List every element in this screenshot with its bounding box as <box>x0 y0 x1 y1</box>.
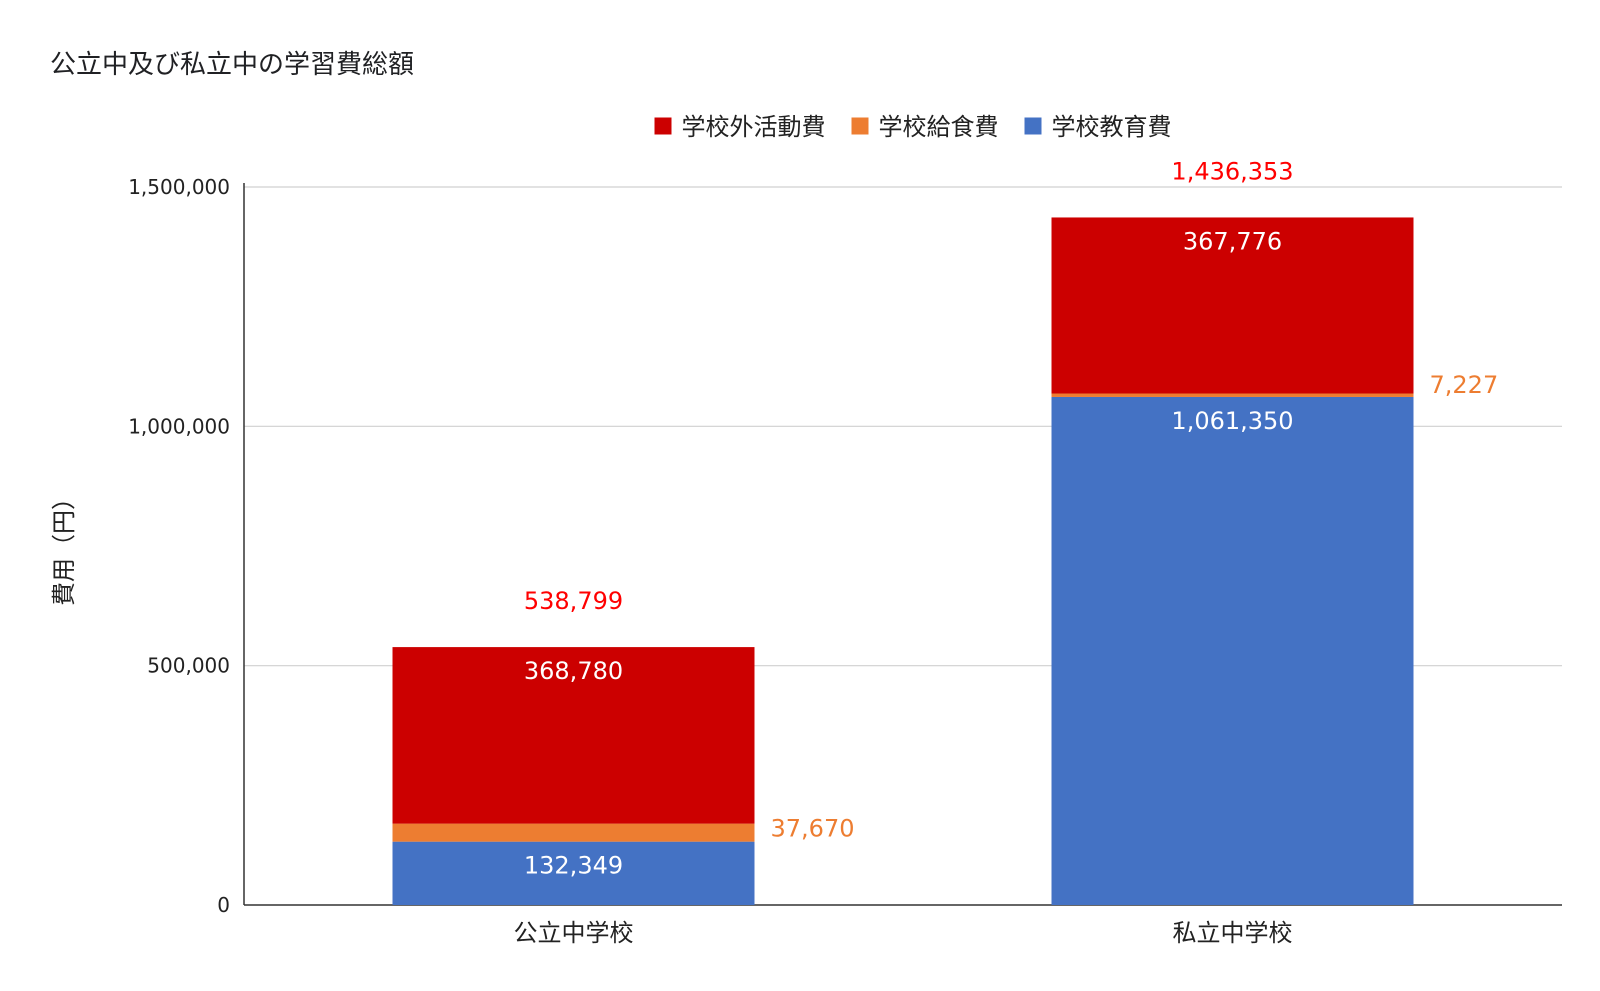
legend-label: 学校外活動費 <box>682 113 826 141</box>
bar-value-label: 368,780 <box>524 657 623 685</box>
legend-swatch <box>851 117 869 135</box>
bar-segment <box>392 841 755 905</box>
legend-swatch <box>654 117 672 135</box>
legend-label: 学校給食費 <box>879 113 999 141</box>
bar-value-label: 1,061,350 <box>1171 407 1293 435</box>
x-tick-label: 公立中学校 <box>514 919 634 947</box>
bar-segment <box>1051 396 1414 905</box>
bar-value-label: 37,670 <box>771 815 855 843</box>
bar-value-label: 132,349 <box>524 852 623 880</box>
total-label: 1,436,353 <box>1171 157 1293 185</box>
bar-segment <box>1051 217 1414 394</box>
bar-segment <box>1051 393 1414 397</box>
legend-swatch <box>1024 117 1042 135</box>
y-tick-label: 0 <box>217 893 230 917</box>
chart-title: 公立中及び私立中の学習費総額 <box>50 50 415 80</box>
legend-label: 学校教育費 <box>1052 113 1172 141</box>
bar-value-label: 7,227 <box>1430 371 1499 399</box>
bar-segment <box>392 823 755 842</box>
y-tick-label: 1,500,000 <box>128 175 230 199</box>
bar-segment <box>392 647 755 824</box>
bar-value-label: 367,776 <box>1183 227 1282 255</box>
x-tick-label: 私立中学校 <box>1173 919 1293 947</box>
y-tick-label: 500,000 <box>147 654 230 678</box>
y-axis-label: 費用（円） <box>50 486 78 606</box>
total-label: 538,799 <box>524 587 623 615</box>
y-tick-label: 1,000,000 <box>128 414 230 438</box>
